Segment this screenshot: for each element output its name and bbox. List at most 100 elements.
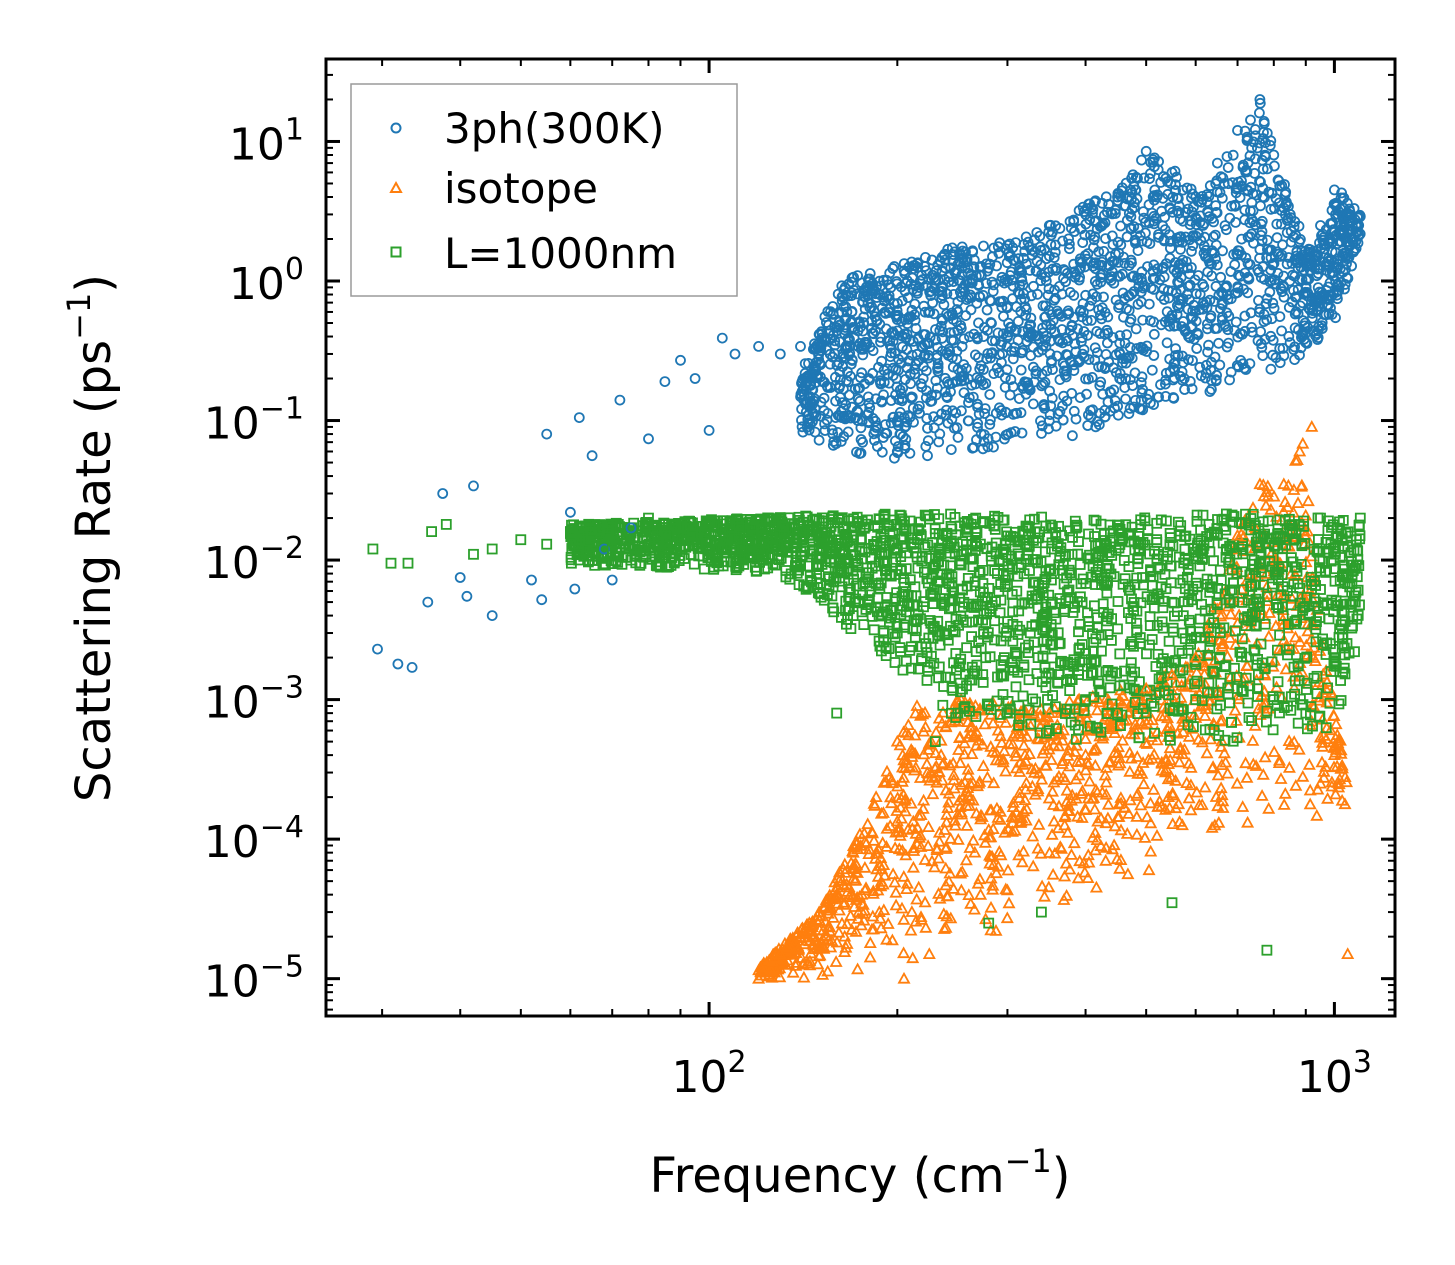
point-circle bbox=[1268, 257, 1280, 269]
point-circle bbox=[1183, 331, 1194, 343]
point-circle bbox=[1148, 161, 1160, 173]
point-triangle bbox=[1296, 436, 1310, 449]
point-circle bbox=[1114, 337, 1126, 349]
point-triangle bbox=[1159, 752, 1173, 765]
point-circle bbox=[1281, 198, 1293, 210]
point-triangle bbox=[1272, 756, 1286, 768]
point-triangle bbox=[956, 790, 970, 803]
point-circle bbox=[846, 272, 858, 284]
point-circle bbox=[1283, 330, 1295, 342]
point-triangle bbox=[789, 959, 803, 971]
point-triangle bbox=[1272, 753, 1287, 766]
point-circle bbox=[1020, 309, 1032, 321]
point-triangle bbox=[938, 823, 952, 835]
point-circle bbox=[1328, 288, 1339, 300]
point-triangle bbox=[1035, 772, 1049, 785]
point-triangle bbox=[1236, 800, 1250, 812]
point-triangle bbox=[1278, 786, 1292, 799]
point-circle bbox=[846, 305, 858, 317]
point-triangle bbox=[1258, 750, 1272, 763]
point-circle bbox=[901, 362, 913, 374]
point-circle bbox=[1113, 302, 1124, 314]
point-circle bbox=[836, 291, 848, 303]
point-circle bbox=[846, 276, 858, 288]
point-circle bbox=[1014, 279, 1026, 291]
point-circle bbox=[1028, 398, 1039, 410]
point-triangle bbox=[1223, 631, 1237, 643]
point-triangle bbox=[1277, 798, 1291, 810]
point-circle bbox=[1141, 340, 1153, 352]
point-circle bbox=[1324, 277, 1336, 289]
point-circle bbox=[880, 307, 892, 319]
point-circle bbox=[1158, 261, 1169, 273]
point-triangle bbox=[918, 720, 933, 733]
point-circle bbox=[975, 360, 987, 372]
point-circle bbox=[1225, 293, 1237, 305]
point-circle bbox=[1316, 320, 1328, 332]
point-circle bbox=[1185, 321, 1197, 333]
point-triangle bbox=[1058, 818, 1072, 831]
point-circle bbox=[827, 308, 839, 320]
point-circle bbox=[990, 407, 1002, 419]
point-circle bbox=[1155, 290, 1167, 302]
point-triangle bbox=[884, 796, 899, 809]
point-circle bbox=[1246, 326, 1258, 338]
point-circle bbox=[903, 261, 915, 273]
point-triangle bbox=[926, 787, 940, 800]
point-triangle bbox=[1158, 765, 1173, 778]
point-triangle bbox=[773, 970, 787, 983]
point-triangle bbox=[961, 768, 976, 781]
point-circle bbox=[1125, 223, 1137, 235]
point-triangle bbox=[876, 806, 890, 818]
point-circle bbox=[1210, 374, 1222, 386]
point-circle bbox=[1203, 191, 1215, 202]
point-circle bbox=[1151, 191, 1163, 203]
point-triangle bbox=[851, 842, 865, 854]
point-circle bbox=[1182, 280, 1194, 292]
point-circle bbox=[1057, 357, 1069, 369]
point-circle bbox=[1158, 235, 1170, 247]
point-triangle bbox=[995, 736, 1009, 748]
point-circle bbox=[1032, 346, 1044, 358]
point-circle bbox=[994, 402, 1005, 414]
point-circle bbox=[1274, 343, 1286, 354]
point-circle bbox=[1242, 184, 1253, 196]
point-circle bbox=[1215, 171, 1227, 183]
point-triangle bbox=[1107, 838, 1121, 851]
point-circle bbox=[836, 397, 848, 409]
point-circle bbox=[1132, 223, 1144, 234]
point-triangle bbox=[1075, 811, 1089, 823]
point-circle bbox=[1176, 374, 1188, 386]
point-triangle bbox=[796, 957, 810, 970]
point-circle bbox=[980, 378, 992, 389]
point-triangle bbox=[1044, 753, 1058, 765]
point-circle bbox=[1204, 386, 1216, 398]
point-circle bbox=[1172, 300, 1183, 311]
point-circle bbox=[1031, 255, 1043, 267]
point-triangle bbox=[889, 885, 903, 898]
point-circle bbox=[1005, 266, 1017, 278]
point-triangle bbox=[871, 869, 885, 882]
point-triangle bbox=[1012, 726, 1026, 739]
point-triangle bbox=[907, 844, 921, 856]
point-triangle bbox=[1012, 791, 1026, 803]
point-circle bbox=[1281, 227, 1293, 239]
point-triangle bbox=[862, 842, 876, 855]
point-circle bbox=[852, 393, 864, 405]
point-circle bbox=[887, 362, 899, 374]
point-circle bbox=[988, 441, 999, 453]
point-triangle bbox=[1228, 703, 1242, 716]
point-circle bbox=[1020, 231, 1032, 243]
point-circle bbox=[885, 417, 897, 429]
point-triangle bbox=[794, 931, 808, 944]
point-circle bbox=[1039, 402, 1050, 414]
point-circle bbox=[956, 365, 968, 377]
point-triangle bbox=[1195, 735, 1209, 748]
point-circle bbox=[1140, 216, 1151, 228]
point-circle bbox=[862, 391, 874, 403]
point-circle bbox=[1170, 179, 1181, 191]
point-circle bbox=[1219, 319, 1230, 331]
point-circle bbox=[1046, 392, 1058, 404]
point-circle bbox=[852, 406, 864, 418]
point-circle bbox=[799, 358, 811, 370]
